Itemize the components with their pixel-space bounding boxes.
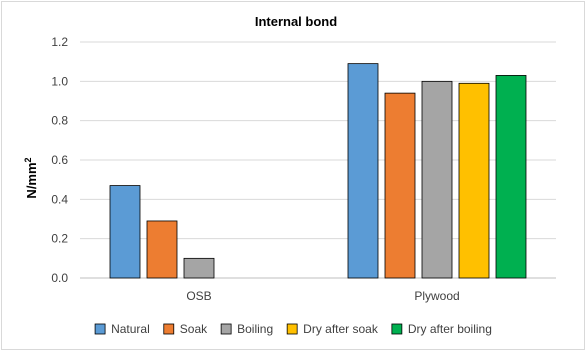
- bar-plywood-boiling: [421, 80, 453, 279]
- legend-swatch: [163, 323, 175, 335]
- legend-swatch: [391, 323, 403, 335]
- legend: Natural Soak Boiling Dry after soak Dry afte…: [94, 322, 492, 336]
- y-tick-label: 0.6: [51, 153, 68, 167]
- bars: [109, 63, 527, 279]
- legend-label: Natural: [111, 322, 150, 336]
- legend-label: Boiling: [237, 322, 273, 336]
- x-tick-label: Plywood: [414, 289, 459, 303]
- legend-label: Dry after boiling: [408, 322, 492, 336]
- y-axis-label: N/mm2: [23, 157, 39, 198]
- legend-swatch: [94, 323, 106, 335]
- y-tick-label: 0.0: [51, 271, 68, 285]
- bar-plywood-natural: [347, 63, 379, 279]
- x-tick-label: OSB: [186, 289, 211, 303]
- y-tick-label: 1.2: [51, 35, 68, 49]
- bar-osb-soak: [146, 220, 178, 279]
- bar-plywood-dry-after-soak: [458, 82, 490, 279]
- y-tick-label: 0.4: [51, 192, 68, 206]
- y-tick-label: 0.2: [51, 232, 68, 246]
- chart-title: Internal bond: [255, 14, 337, 29]
- x-tick-labels: OSB Plywood: [186, 289, 459, 303]
- y-tick-label: 0.8: [51, 114, 68, 128]
- bar-plywood-soak: [384, 92, 416, 279]
- legend-swatch: [286, 323, 298, 335]
- y-tick-labels: 0.0 0.2 0.4 0.6 0.8 1.0 1.2: [51, 35, 68, 285]
- y-tick-label: 1.0: [51, 74, 68, 88]
- bar-osb-natural: [109, 185, 141, 279]
- legend-label: Dry after soak: [303, 322, 379, 336]
- bar-plywood-dry-after-boiling: [495, 75, 527, 279]
- bar-osb-boiling: [183, 257, 215, 279]
- legend-label: Soak: [180, 322, 208, 336]
- legend-swatch: [220, 323, 232, 335]
